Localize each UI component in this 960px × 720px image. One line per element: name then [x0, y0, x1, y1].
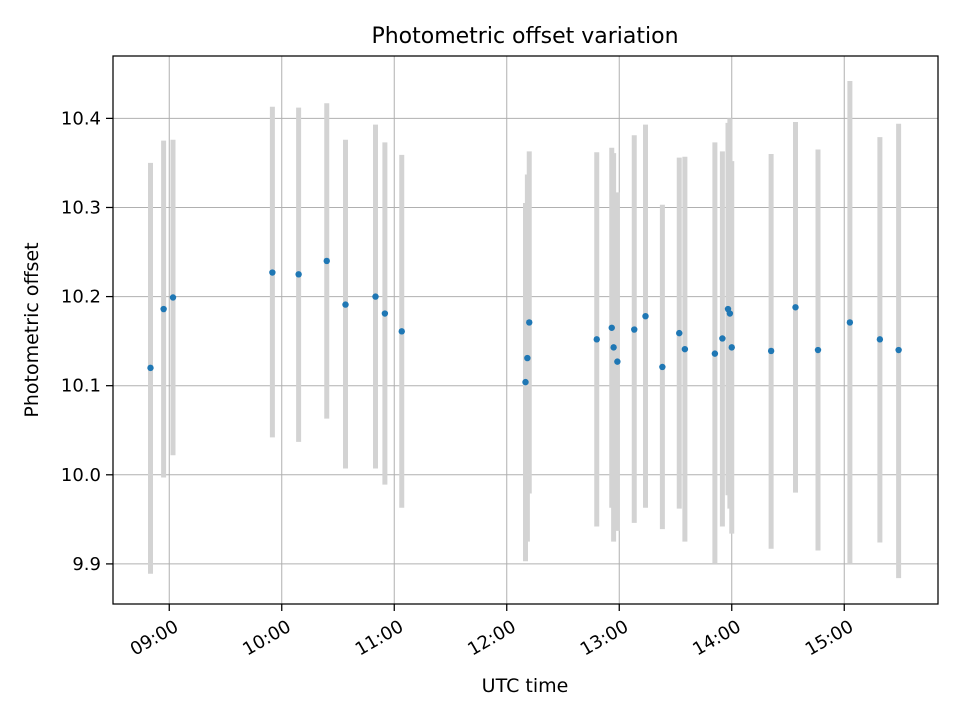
y-axis-ticks: 9.9 10.0 10.1 10.2 10.3 10.4: [61, 108, 113, 575]
data-point: [398, 328, 405, 335]
y-tick-label: 10.0: [61, 465, 101, 486]
data-point: [147, 364, 154, 372]
y-tick-label: 10.3: [61, 197, 101, 218]
data-point: [524, 354, 531, 362]
data-point: [767, 347, 775, 355]
data-points: [147, 257, 902, 386]
data-point: [792, 304, 799, 311]
x-tick-label: 10:00: [239, 616, 294, 660]
y-tick-label: 10.1: [61, 376, 101, 397]
data-point: [593, 336, 600, 343]
data-point: [631, 326, 638, 333]
data-point: [381, 310, 389, 317]
error-bars: [148, 80, 902, 579]
y-axis-label: Photometric offset: [21, 242, 43, 417]
data-point: [895, 346, 902, 354]
data-point: [846, 319, 854, 326]
x-tick-label: 13:00: [577, 616, 632, 660]
data-point: [814, 346, 822, 354]
data-point: [726, 310, 734, 317]
data-point: [522, 378, 529, 386]
data-point: [169, 294, 177, 301]
x-tick-label: 11:00: [352, 616, 407, 660]
y-tick-label: 9.9: [72, 554, 101, 575]
data-point: [642, 312, 649, 320]
data-point: [681, 345, 689, 353]
data-point: [323, 257, 330, 265]
chart-title: Photometric offset variation: [371, 24, 678, 49]
x-axis-ticks: 09:00 10:00 11:00 12:00 13:00 14:00 15:00: [127, 604, 857, 660]
data-point: [610, 344, 617, 351]
data-point: [614, 358, 621, 365]
data-point: [342, 301, 349, 308]
x-tick-label: 09:00: [127, 616, 182, 660]
x-tick-label: 14:00: [689, 616, 744, 660]
y-tick-label: 10.2: [61, 287, 101, 308]
data-point: [372, 293, 379, 300]
data-point: [608, 324, 615, 331]
data-point: [526, 319, 533, 326]
data-point: [728, 344, 735, 351]
data-point: [160, 305, 167, 313]
data-point: [269, 269, 276, 276]
data-point: [711, 350, 719, 357]
x-axis-label: UTC time: [482, 675, 569, 697]
plot-frame: [112, 55, 939, 605]
x-tick-label: 12:00: [464, 616, 519, 660]
y-tick-label: 10.4: [61, 108, 101, 129]
x-tick-label: 15:00: [802, 616, 857, 660]
data-point: [676, 329, 683, 337]
data-point: [295, 271, 302, 278]
data-point: [659, 363, 666, 371]
data-point: [719, 335, 726, 342]
data-point: [876, 336, 884, 343]
